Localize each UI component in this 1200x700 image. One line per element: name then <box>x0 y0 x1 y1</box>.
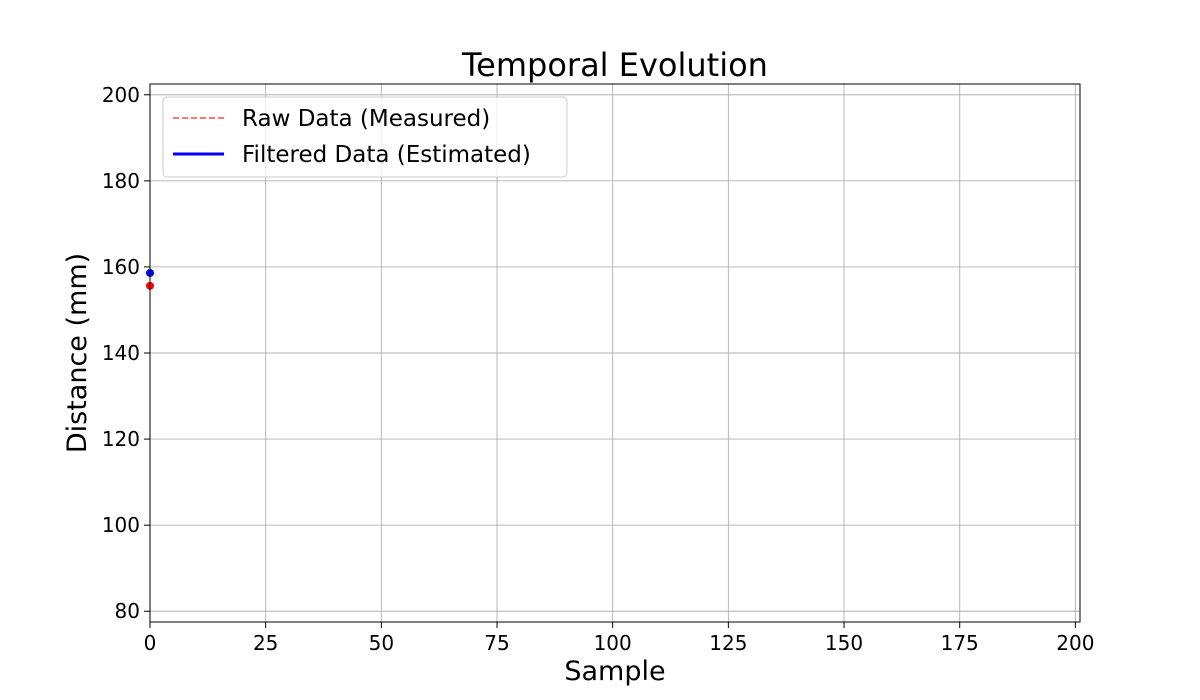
x-tick-label: 175 <box>941 631 979 655</box>
y-tick-label: 200 <box>102 83 140 107</box>
x-tick-label: 75 <box>484 631 509 655</box>
x-tick-label: 100 <box>594 631 632 655</box>
x-axis-label: Sample <box>564 656 665 687</box>
y-axis-label: Distance (mm) <box>62 253 93 453</box>
x-tick-label: 25 <box>253 631 278 655</box>
x-axis-ticks: 0 25 50 75 100 125 150 175 200 <box>144 622 1094 655</box>
x-tick-label: 125 <box>709 631 747 655</box>
y-tick-label: 120 <box>102 427 140 451</box>
y-tick-label: 180 <box>102 169 140 193</box>
y-axis-ticks: 80 100 120 140 160 180 200 <box>102 83 150 623</box>
y-tick-label: 140 <box>102 341 140 365</box>
legend: Raw Data (Measured) Filtered Data (Estim… <box>162 96 568 178</box>
y-tick-label: 100 <box>102 513 140 537</box>
legend-box <box>162 96 568 178</box>
legend-label-filtered: Filtered Data (Estimated) <box>242 142 531 168</box>
y-tick-label: 160 <box>102 255 140 279</box>
x-tick-label: 150 <box>825 631 863 655</box>
y-tick-label: 80 <box>115 599 140 623</box>
legend-label-raw: Raw Data (Measured) <box>242 106 490 132</box>
x-tick-label: 0 <box>144 631 157 655</box>
x-tick-label: 200 <box>1056 631 1094 655</box>
x-tick-label: 50 <box>369 631 394 655</box>
chart-title: Temporal Evolution <box>461 46 768 84</box>
